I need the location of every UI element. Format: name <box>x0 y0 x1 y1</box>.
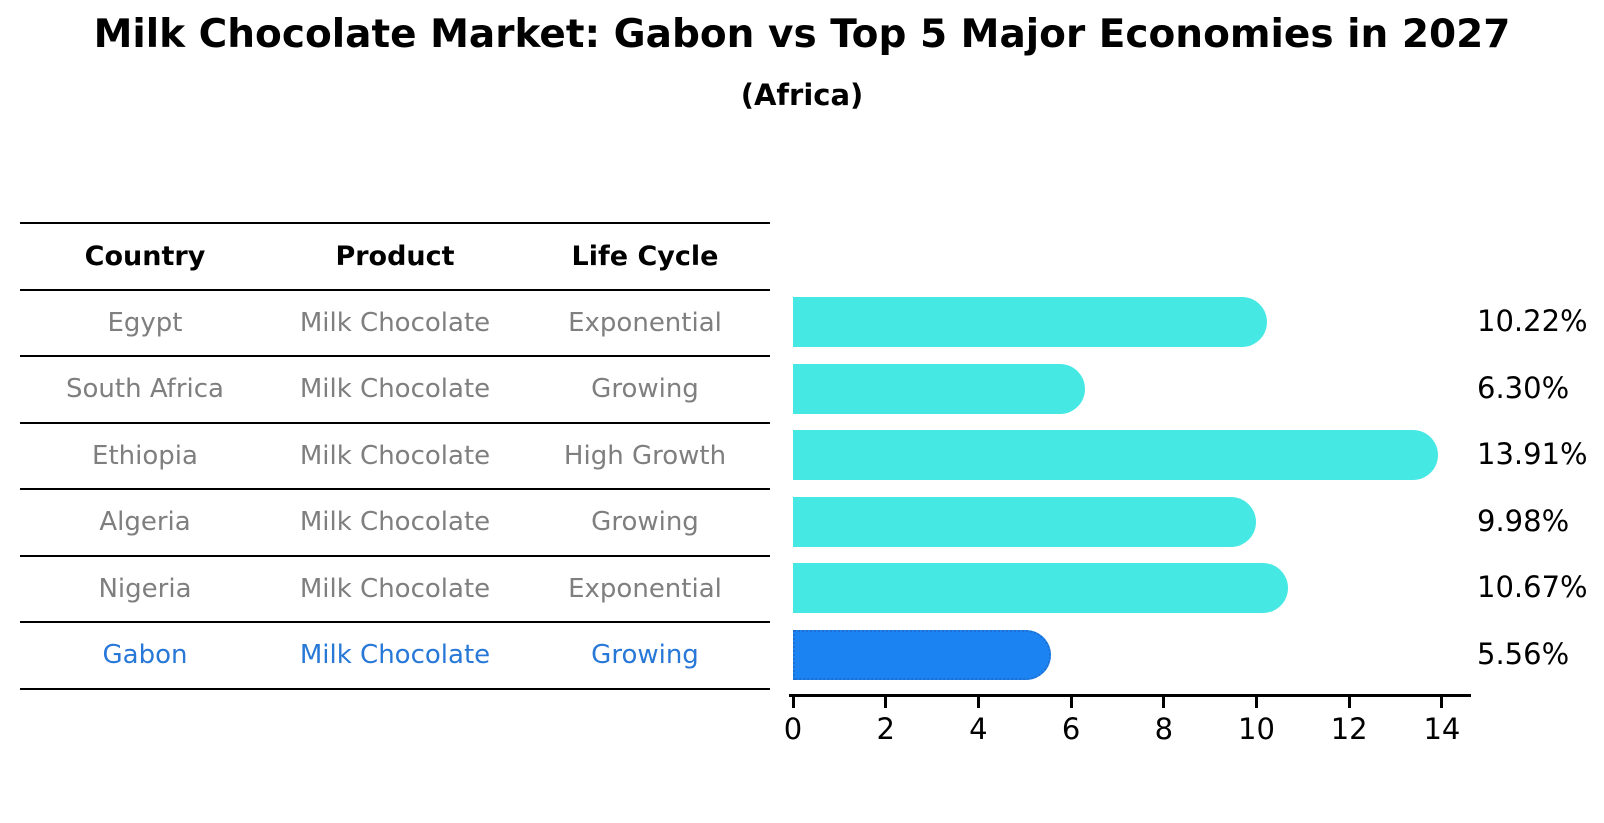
x-tick <box>791 697 795 708</box>
table-cell: Milk Chocolate <box>299 640 491 671</box>
comparison-table: Country Product Life Cycle Egypt Milk Chocol… <box>20 222 770 690</box>
table-cell: Ethiopia <box>92 440 198 471</box>
table-cell: Algeria <box>99 507 191 538</box>
bar-nigeria <box>793 563 1288 614</box>
table-cell: Growing <box>591 374 699 405</box>
bar-value-label: 13.91% <box>1477 437 1588 472</box>
table-row: Gabon Milk Chocolate Growing <box>20 621 770 688</box>
bar-value-label: 9.98% <box>1477 503 1570 538</box>
table-header-cell: Life Cycle <box>571 240 719 272</box>
table-cell: Milk Chocolate <box>299 507 491 538</box>
bar-ethiopia <box>793 430 1438 481</box>
x-tick-label: 6 <box>1061 712 1081 746</box>
x-tick <box>1162 697 1166 708</box>
bar-value-label: 10.22% <box>1477 304 1588 339</box>
table-cell: High Growth <box>563 440 727 471</box>
bar-south-africa <box>793 363 1085 414</box>
table-cell: Milk Chocolate <box>299 440 491 471</box>
x-tick-label: 2 <box>876 712 895 746</box>
x-tick-label: 14 <box>1423 712 1461 746</box>
bar-egypt <box>793 297 1267 348</box>
bar-value-label: 6.30% <box>1477 370 1570 405</box>
x-tick <box>1347 697 1351 708</box>
table-cell: Nigeria <box>98 573 192 604</box>
x-tick <box>1255 697 1258 708</box>
table-cell: South Africa <box>66 374 224 405</box>
table-row: Ethiopia Milk Chocolate High Growth <box>20 421 770 489</box>
table-cell: Milk Chocolate <box>299 573 491 604</box>
x-tick-label: 10 <box>1238 712 1275 746</box>
table-row: Nigeria Milk Chocolate Exponential <box>20 554 770 622</box>
bar-value-label: 5.56% <box>1477 636 1570 671</box>
table-header-cell: Country <box>84 240 206 272</box>
x-tick-label: 0 <box>783 712 803 746</box>
table-cell: Exponential <box>568 307 722 338</box>
table-header-cell: Product <box>335 240 455 272</box>
table-row: Egypt Milk Chocolate Exponential <box>20 288 770 356</box>
chart-title: Milk Chocolate Market: Gabon vs Top 5 Ma… <box>93 12 1511 57</box>
table-header-row: Country Product Life Cycle <box>20 222 770 289</box>
x-tick <box>976 697 980 708</box>
table-cell: Growing <box>591 640 699 671</box>
x-tick-label: 8 <box>1154 712 1174 746</box>
bar-gabon <box>793 629 1051 680</box>
bar-value-label: 10.67% <box>1477 570 1588 605</box>
table-cell: Milk Chocolate <box>299 307 491 338</box>
x-tick <box>1069 697 1073 708</box>
table-cell: Egypt <box>107 307 183 338</box>
x-tick <box>1440 697 1444 708</box>
table-cell: Growing <box>591 507 699 538</box>
table-cell: Exponential <box>568 573 722 604</box>
x-tick-label: 4 <box>969 712 988 746</box>
table-cell: Milk Chocolate <box>299 374 491 405</box>
bar-algeria <box>793 496 1256 547</box>
x-tick-label: 12 <box>1330 712 1368 746</box>
x-tick <box>884 697 888 708</box>
table-row: South Africa Milk Chocolate Growing <box>20 355 770 422</box>
chart-subtitle: (Africa) <box>740 78 864 112</box>
x-axis-spine <box>789 694 1471 697</box>
table-cell: Gabon <box>102 640 188 671</box>
table-row: Algeria Milk Chocolate Growing <box>20 488 770 555</box>
